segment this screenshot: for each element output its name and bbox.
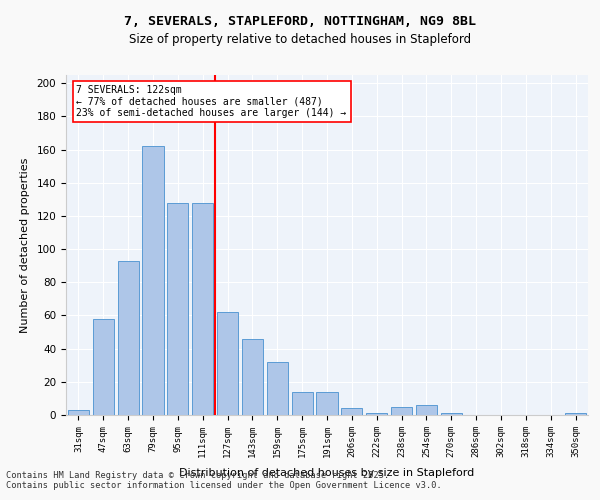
- Bar: [292, 392, 313, 415]
- Text: 7, SEVERALS, STAPLEFORD, NOTTINGHAM, NG9 8BL: 7, SEVERALS, STAPLEFORD, NOTTINGHAM, NG9…: [124, 15, 476, 28]
- Bar: [192, 202, 213, 415]
- Text: Size of property relative to detached houses in Stapleford: Size of property relative to detached ho…: [129, 32, 471, 46]
- Bar: [341, 408, 362, 415]
- Bar: [565, 414, 586, 415]
- Bar: [267, 362, 288, 415]
- Text: Contains HM Land Registry data © Crown copyright and database right 2025.
Contai: Contains HM Land Registry data © Crown c…: [6, 470, 442, 490]
- Y-axis label: Number of detached properties: Number of detached properties: [20, 158, 29, 332]
- X-axis label: Distribution of detached houses by size in Stapleford: Distribution of detached houses by size …: [179, 468, 475, 478]
- Bar: [316, 392, 338, 415]
- Bar: [93, 319, 114, 415]
- Bar: [142, 146, 164, 415]
- Bar: [68, 410, 89, 415]
- Bar: [366, 414, 387, 415]
- Bar: [167, 202, 188, 415]
- Bar: [217, 312, 238, 415]
- Bar: [391, 406, 412, 415]
- Bar: [118, 261, 139, 415]
- Text: 7 SEVERALS: 122sqm
← 77% of detached houses are smaller (487)
23% of semi-detach: 7 SEVERALS: 122sqm ← 77% of detached hou…: [76, 85, 347, 118]
- Bar: [242, 338, 263, 415]
- Bar: [441, 414, 462, 415]
- Bar: [416, 405, 437, 415]
